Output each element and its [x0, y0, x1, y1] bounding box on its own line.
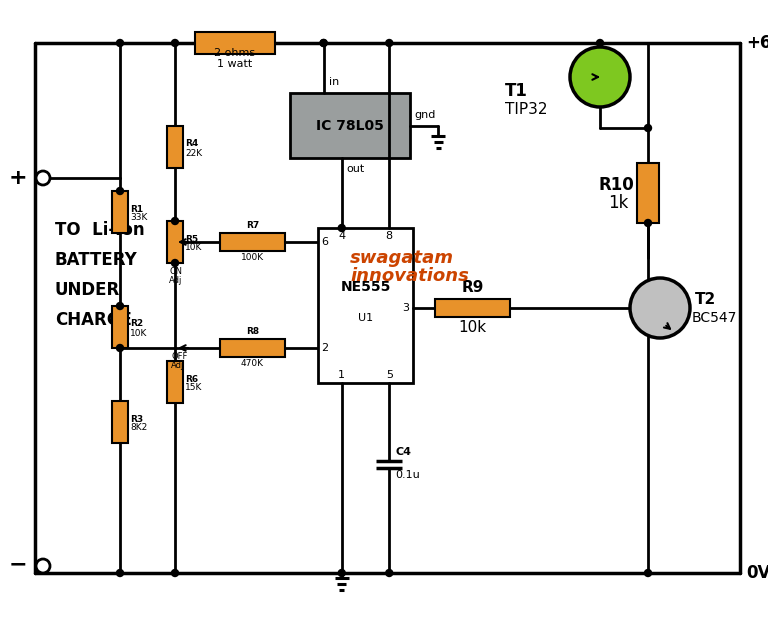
Circle shape [644, 219, 651, 227]
Bar [637, 163, 659, 223]
Text: swagatam: swagatam [350, 249, 454, 267]
Bar [220, 339, 285, 357]
Text: OFF: OFF [171, 352, 187, 361]
Bar [290, 93, 410, 158]
Bar [167, 126, 183, 168]
Text: 10K: 10K [185, 243, 203, 253]
Text: IC 78L05: IC 78L05 [316, 119, 384, 132]
Text: T1: T1 [505, 82, 528, 100]
Circle shape [117, 302, 124, 310]
Text: Adj: Adj [171, 361, 184, 370]
Circle shape [644, 124, 651, 132]
Text: 10k: 10k [458, 320, 487, 335]
Circle shape [320, 40, 327, 46]
Text: R1: R1 [130, 205, 143, 213]
Text: R10: R10 [598, 176, 634, 194]
Circle shape [597, 40, 604, 46]
Circle shape [36, 171, 50, 185]
Text: C4: C4 [396, 447, 411, 457]
Text: U1: U1 [358, 313, 373, 323]
Text: R2: R2 [130, 320, 143, 329]
Text: in: in [329, 77, 339, 87]
Bar [195, 32, 275, 54]
Circle shape [117, 40, 124, 46]
Text: 4: 4 [338, 231, 346, 241]
Bar [220, 233, 285, 251]
Text: 15K: 15K [185, 384, 203, 392]
Bar [318, 228, 413, 383]
Circle shape [171, 570, 178, 577]
Bar [167, 361, 183, 403]
Text: BC547: BC547 [692, 311, 737, 325]
Circle shape [338, 224, 346, 232]
Text: out: out [346, 164, 365, 174]
Text: 10K: 10K [130, 329, 147, 337]
Bar [112, 306, 128, 348]
Text: CHARGE: CHARGE [55, 311, 132, 329]
Text: 470K: 470K [241, 359, 264, 368]
Text: 22K: 22K [185, 148, 202, 158]
Circle shape [644, 570, 651, 577]
Text: 3: 3 [402, 303, 409, 313]
Circle shape [36, 559, 50, 573]
Text: 2: 2 [322, 343, 329, 353]
Text: 8: 8 [386, 231, 392, 241]
Circle shape [117, 344, 124, 352]
Text: 2 ohms: 2 ohms [214, 48, 256, 58]
Circle shape [386, 40, 392, 46]
Text: −: − [8, 554, 27, 574]
Text: innovations: innovations [350, 267, 469, 285]
Bar [435, 299, 510, 317]
Text: 6: 6 [322, 237, 329, 247]
Circle shape [171, 40, 178, 46]
Text: R7: R7 [246, 221, 259, 230]
Text: gnd: gnd [414, 109, 435, 119]
Text: TIP32: TIP32 [505, 101, 548, 117]
Bar [112, 401, 128, 443]
Text: R6: R6 [185, 375, 198, 384]
Bar [112, 191, 128, 233]
Text: 0.1u: 0.1u [396, 470, 420, 480]
Text: T2: T2 [695, 292, 717, 308]
Text: TO  Li-Ion: TO Li-Ion [55, 221, 144, 239]
Text: 1 watt: 1 watt [217, 59, 253, 69]
Text: ON: ON [169, 267, 182, 276]
Text: BATTERY: BATTERY [55, 251, 137, 269]
Text: 8K2: 8K2 [130, 423, 147, 433]
Text: R5: R5 [185, 234, 198, 243]
Text: 33K: 33K [130, 213, 147, 222]
Circle shape [171, 260, 178, 266]
Text: Adj: Adj [169, 276, 182, 285]
Text: UNDER: UNDER [55, 281, 121, 299]
Text: +6V: +6V [746, 34, 768, 52]
Bar [167, 221, 183, 263]
Circle shape [338, 570, 346, 577]
Circle shape [320, 40, 327, 46]
Text: 0V: 0V [746, 564, 768, 582]
Text: R4: R4 [185, 140, 198, 148]
Text: R8: R8 [246, 327, 259, 336]
Text: NE555: NE555 [340, 280, 391, 294]
Circle shape [117, 570, 124, 577]
Text: R3: R3 [130, 415, 143, 423]
Circle shape [386, 570, 392, 577]
Circle shape [630, 278, 690, 338]
Circle shape [117, 187, 124, 195]
Text: R9: R9 [462, 280, 484, 295]
Text: 100K: 100K [241, 253, 264, 262]
Text: +: + [8, 168, 27, 188]
Text: 1: 1 [338, 370, 346, 380]
Text: 5: 5 [386, 370, 392, 380]
Text: 1k: 1k [608, 194, 628, 212]
Circle shape [570, 47, 630, 107]
Circle shape [171, 218, 178, 224]
